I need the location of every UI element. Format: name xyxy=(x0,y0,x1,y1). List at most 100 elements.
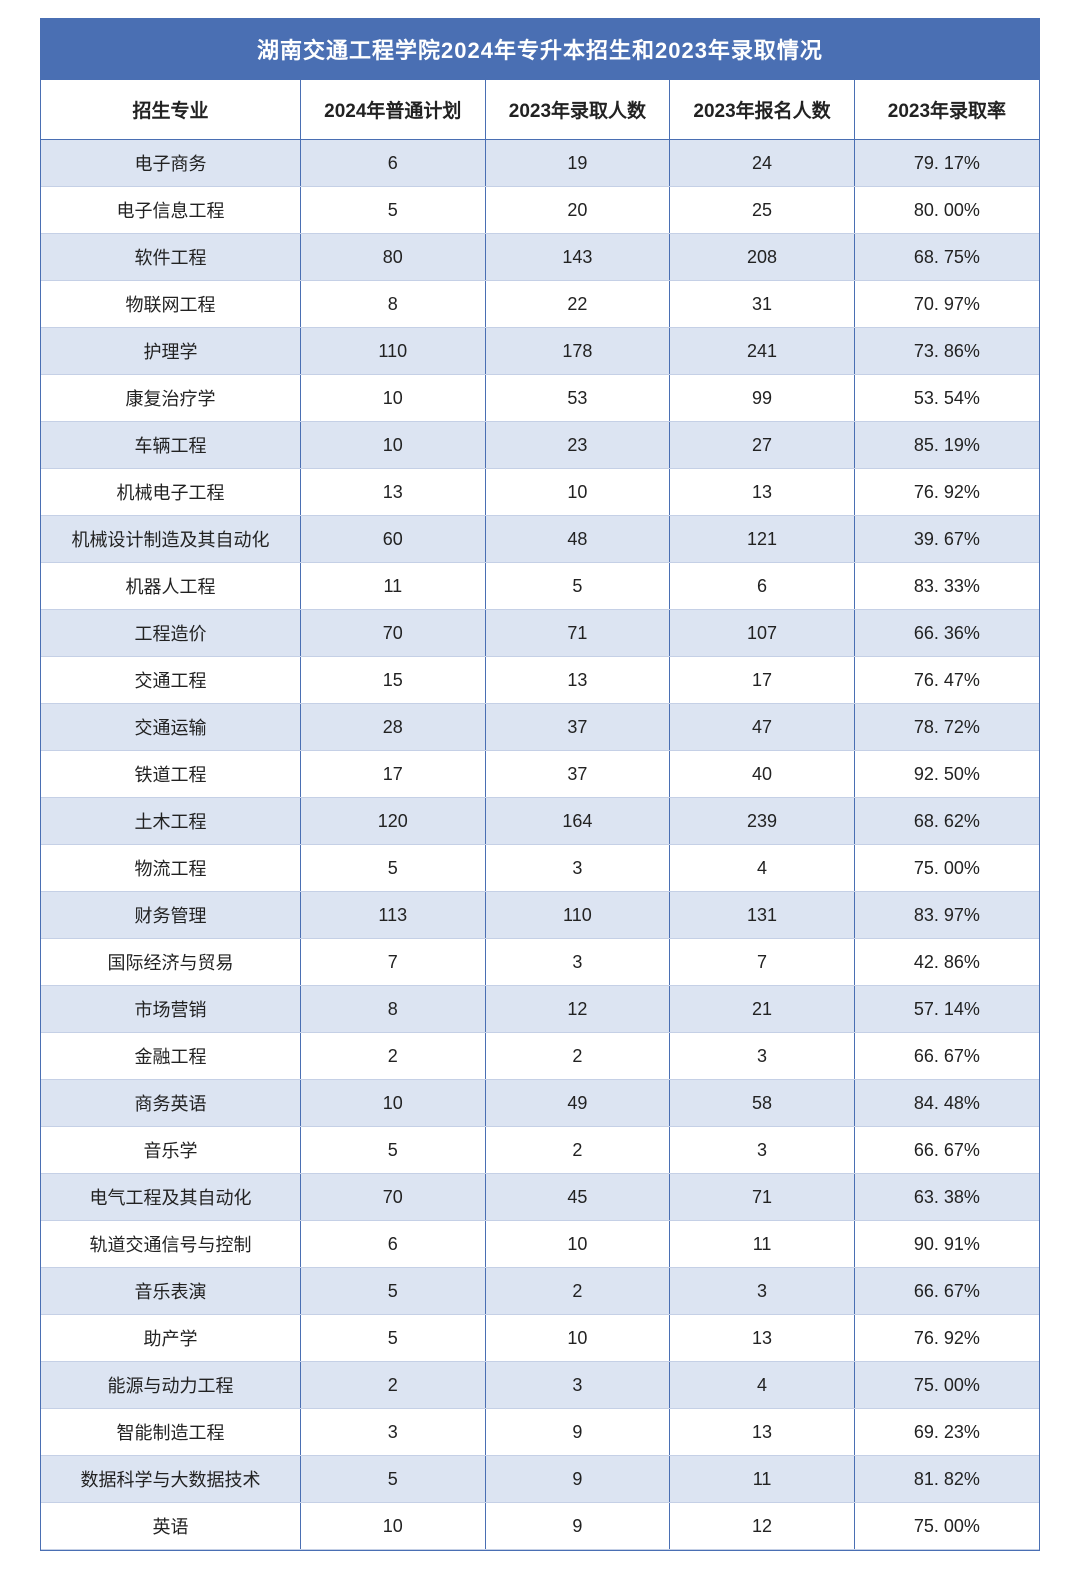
table-cell: 10 xyxy=(300,422,485,469)
table-cell: 能源与动力工程 xyxy=(41,1362,300,1409)
table-row: 商务英语10495884. 48% xyxy=(41,1080,1039,1127)
table-cell: 10 xyxy=(300,375,485,422)
table-row: 轨道交通信号与控制6101190. 91% xyxy=(41,1221,1039,1268)
table-cell: 66. 67% xyxy=(854,1033,1039,1080)
table-cell: 73. 86% xyxy=(854,328,1039,375)
table-cell: 市场营销 xyxy=(41,986,300,1033)
table-cell: 13 xyxy=(670,1409,855,1456)
table-row: 物联网工程8223170. 97% xyxy=(41,281,1039,328)
table-cell: 5 xyxy=(300,1456,485,1503)
table-cell: 68. 62% xyxy=(854,798,1039,845)
table-cell: 9 xyxy=(485,1456,670,1503)
table-cell: 机械电子工程 xyxy=(41,469,300,516)
table-cell: 机器人工程 xyxy=(41,563,300,610)
table-cell: 76. 47% xyxy=(854,657,1039,704)
table-cell: 6 xyxy=(300,1221,485,1268)
table-cell: 数据科学与大数据技术 xyxy=(41,1456,300,1503)
table-cell: 13 xyxy=(670,469,855,516)
table-row: 电子信息工程5202580. 00% xyxy=(41,187,1039,234)
table-cell: 60 xyxy=(300,516,485,563)
table-cell: 5 xyxy=(300,187,485,234)
table-cell: 120 xyxy=(300,798,485,845)
table-cell: 3 xyxy=(300,1409,485,1456)
table-cell: 107 xyxy=(670,610,855,657)
table-cell: 3 xyxy=(485,1362,670,1409)
table-cell: 12 xyxy=(485,986,670,1033)
table-cell: 37 xyxy=(485,751,670,798)
table-cell: 8 xyxy=(300,986,485,1033)
table-cell: 113 xyxy=(300,892,485,939)
table-cell: 81. 82% xyxy=(854,1456,1039,1503)
table-cell: 49 xyxy=(485,1080,670,1127)
table-cell: 12 xyxy=(670,1503,855,1550)
table-cell: 护理学 xyxy=(41,328,300,375)
table-row: 交通工程15131776. 47% xyxy=(41,657,1039,704)
table-cell: 53 xyxy=(485,375,670,422)
table-header-row: 招生专业 2024年普通计划 2023年录取人数 2023年报名人数 2023年… xyxy=(41,80,1039,140)
table-cell: 25 xyxy=(670,187,855,234)
table-cell: 75. 00% xyxy=(854,1362,1039,1409)
table-cell: 土木工程 xyxy=(41,798,300,845)
table-row: 音乐学52366. 67% xyxy=(41,1127,1039,1174)
table-cell: 239 xyxy=(670,798,855,845)
table-cell: 软件工程 xyxy=(41,234,300,281)
table-row: 英语1091275. 00% xyxy=(41,1503,1039,1550)
table-row: 机械设计制造及其自动化604812139. 67% xyxy=(41,516,1039,563)
col-header-plan2024: 2024年普通计划 xyxy=(300,80,485,140)
table-cell: 音乐学 xyxy=(41,1127,300,1174)
table-cell: 76. 92% xyxy=(854,469,1039,516)
table-cell: 国际经济与贸易 xyxy=(41,939,300,986)
table-cell: 83. 33% xyxy=(854,563,1039,610)
table-cell: 助产学 xyxy=(41,1315,300,1362)
table-cell: 铁道工程 xyxy=(41,751,300,798)
table-cell: 3 xyxy=(485,845,670,892)
table-row: 电气工程及其自动化70457163. 38% xyxy=(41,1174,1039,1221)
table-cell: 66. 67% xyxy=(854,1127,1039,1174)
table-cell: 车辆工程 xyxy=(41,422,300,469)
table-cell: 5 xyxy=(300,1268,485,1315)
table-row: 交通运输28374778. 72% xyxy=(41,704,1039,751)
table-cell: 47 xyxy=(670,704,855,751)
table-cell: 17 xyxy=(670,657,855,704)
table-cell: 21 xyxy=(670,986,855,1033)
table-cell: 2 xyxy=(485,1127,670,1174)
table-cell: 2 xyxy=(300,1033,485,1080)
table-row: 数据科学与大数据技术591181. 82% xyxy=(41,1456,1039,1503)
table-cell: 4 xyxy=(670,845,855,892)
table-cell: 70. 97% xyxy=(854,281,1039,328)
table-cell: 75. 00% xyxy=(854,845,1039,892)
table-cell: 物联网工程 xyxy=(41,281,300,328)
table-cell: 28 xyxy=(300,704,485,751)
table-cell: 92. 50% xyxy=(854,751,1039,798)
table-cell: 110 xyxy=(485,892,670,939)
table-cell: 13 xyxy=(670,1315,855,1362)
table-cell: 8 xyxy=(300,281,485,328)
table-row: 机器人工程115683. 33% xyxy=(41,563,1039,610)
table-cell: 7 xyxy=(300,939,485,986)
table-cell: 79. 17% xyxy=(854,140,1039,187)
table-cell: 99 xyxy=(670,375,855,422)
table-cell: 交通运输 xyxy=(41,704,300,751)
admissions-table-container: 湖南交通工程学院2024年专升本招生和2023年录取情况 招生专业 2024年普… xyxy=(40,18,1040,1551)
table-cell: 68. 75% xyxy=(854,234,1039,281)
col-header-rate2023: 2023年录取率 xyxy=(854,80,1039,140)
table-cell: 22 xyxy=(485,281,670,328)
table-cell: 3 xyxy=(670,1033,855,1080)
table-cell: 17 xyxy=(300,751,485,798)
table-cell: 31 xyxy=(670,281,855,328)
table-cell: 13 xyxy=(300,469,485,516)
table-row: 市场营销8122157. 14% xyxy=(41,986,1039,1033)
table-cell: 5 xyxy=(300,845,485,892)
table-cell: 66. 36% xyxy=(854,610,1039,657)
table-row: 金融工程22366. 67% xyxy=(41,1033,1039,1080)
table-cell: 10 xyxy=(485,1221,670,1268)
table-cell: 83. 97% xyxy=(854,892,1039,939)
table-cell: 121 xyxy=(670,516,855,563)
table-cell: 3 xyxy=(485,939,670,986)
table-cell: 6 xyxy=(670,563,855,610)
table-cell: 71 xyxy=(670,1174,855,1221)
table-cell: 58 xyxy=(670,1080,855,1127)
table-cell: 电子商务 xyxy=(41,140,300,187)
table-row: 康复治疗学10539953. 54% xyxy=(41,375,1039,422)
table-cell: 商务英语 xyxy=(41,1080,300,1127)
